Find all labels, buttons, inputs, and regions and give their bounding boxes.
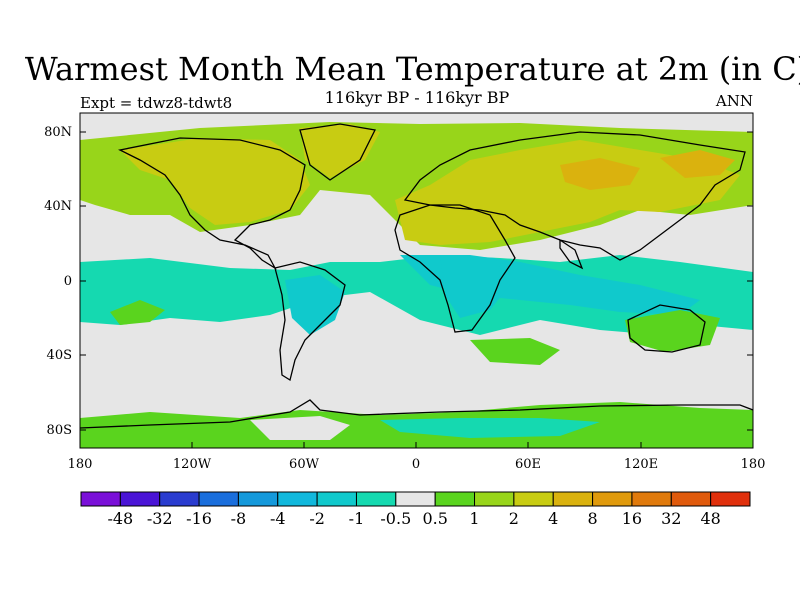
australia-warm — [625, 310, 720, 352]
colorbar-swatch — [80, 491, 121, 507]
colorbar-swatch — [395, 491, 436, 507]
colorbar-swatch — [119, 491, 161, 507]
coastline-australia — [627, 304, 706, 353]
x-axis-ticks — [79, 442, 754, 448]
colorbar-label: -0.5 — [380, 509, 411, 528]
colorbar-swatch — [237, 491, 279, 507]
coastline-eurasia — [403, 131, 746, 261]
colorbar-label: 16 — [622, 509, 642, 528]
colorbar-swatch — [434, 491, 476, 507]
colorbar-label: 32 — [661, 509, 681, 528]
y-tick-label: 0 — [64, 274, 72, 289]
siberia-hotspot — [660, 150, 735, 178]
x-tick-label: 180 — [741, 457, 766, 472]
colorbar-swatch — [198, 491, 239, 507]
x-tick-label: 120W — [173, 457, 212, 472]
colorbar-swatch — [159, 491, 200, 507]
temperature-field — [80, 122, 753, 448]
antarctic-cool-patch — [380, 418, 600, 438]
colorbar-label: -8 — [231, 509, 247, 528]
colorbar-swatch — [592, 491, 633, 507]
north-america-warm-region — [120, 138, 310, 225]
x-tick-label: 60W — [289, 457, 320, 472]
colorbar-label: 0.5 — [422, 509, 447, 528]
colorbar-swatch — [631, 491, 672, 507]
colorbar-swatch — [355, 491, 397, 507]
colorbar-swatch — [474, 491, 515, 507]
y-tick-label: 80S — [47, 423, 72, 438]
colorbar-swatch — [277, 491, 318, 507]
colorbar-label: -1 — [349, 509, 365, 528]
x-tick-label: 0 — [412, 457, 420, 472]
x-tick-label: 180 — [68, 457, 93, 472]
south-pacific-warm — [110, 300, 165, 325]
chart-subtitle: 116kyr BP - 116kyr BP — [324, 88, 510, 107]
coastline-greenland — [299, 123, 376, 181]
colorbar: -48 -32 -16 -8 -4 -2 -1 -0.5 0.5 1 2 4 8 16 32 48 — [80, 491, 751, 528]
eurasia-warm-region — [395, 140, 740, 245]
chart-title: Warmest Month Mean Temperature at 2m (in… — [24, 50, 800, 88]
coastline-antarctica — [80, 399, 753, 429]
greenland-warm-region — [300, 124, 380, 178]
colorbar-label: 8 — [587, 509, 597, 528]
y-axis-ticks — [80, 131, 753, 431]
colorbar-label: -48 — [107, 509, 133, 528]
coastline-india — [559, 238, 584, 270]
south-america-cool — [285, 275, 345, 335]
central-asia-hotspot — [560, 158, 640, 190]
colorbar-swatch — [710, 491, 751, 507]
colorbar-label: -2 — [309, 509, 325, 528]
colorbar-swatch — [670, 491, 712, 507]
colorbar-swatch — [513, 491, 554, 507]
colorbar-label: 1 — [469, 509, 479, 528]
colorbar-label: 48 — [700, 509, 720, 528]
colorbar-label: -4 — [270, 509, 286, 528]
season-label: ANN — [715, 92, 753, 110]
coastline-north-america — [118, 137, 306, 270]
colorbar-label: -32 — [147, 509, 173, 528]
colorbar-label: 4 — [548, 509, 558, 528]
colorbar-label: -16 — [186, 509, 212, 528]
x-tick-label: 120E — [624, 457, 658, 472]
colorbar-swatch — [552, 491, 594, 507]
y-tick-label: 40N — [44, 199, 72, 214]
coastline-south-america — [274, 261, 346, 382]
y-tick-label: 80N — [44, 125, 72, 140]
colorbar-swatch — [316, 491, 357, 507]
experiment-label: Expt = tdwz8-tdwt8 — [80, 94, 233, 112]
antarctic-neutral-patch — [250, 416, 350, 440]
y-tick-label: 40S — [47, 348, 72, 363]
x-tick-label: 60E — [515, 457, 541, 472]
africa-cool — [440, 255, 510, 318]
coastlines — [80, 123, 753, 429]
tropical-cool-band — [80, 255, 753, 335]
colorbar-label: 2 — [509, 509, 519, 528]
southern-indian-warm — [470, 338, 560, 365]
